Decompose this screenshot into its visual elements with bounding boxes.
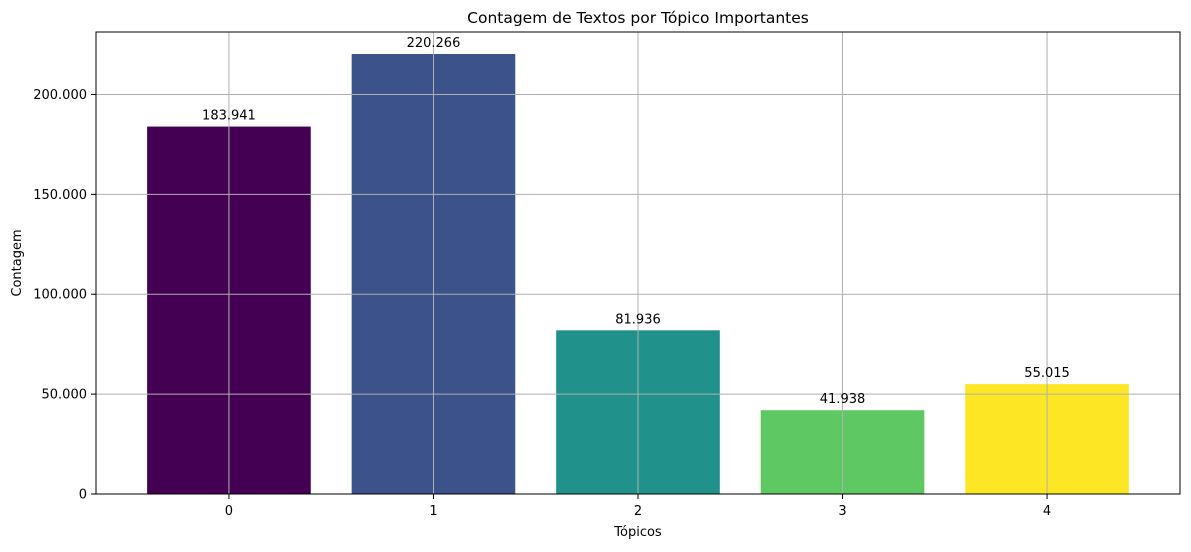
x-tick-label: 0 [225,504,233,519]
bar-value-label: 220.266 [407,36,461,51]
x-axis-label: Tópicos [613,525,662,540]
bar-value-label: 55.015 [1024,366,1070,381]
y-tick-label: 0 [79,488,87,503]
y-tick-label: 100.000 [33,288,87,303]
bar-value-label: 81.936 [615,312,661,327]
y-tick-label: 50.000 [42,388,88,403]
bar-value-label: 183.941 [202,109,256,124]
y-axis-label: Contagem [10,229,25,296]
chart-title: Contagem de Textos por Tópico Importante… [467,9,809,27]
x-tick-label: 1 [429,504,437,519]
x-tick-label: 4 [1043,504,1051,519]
bar-value-label: 41.938 [820,392,866,407]
bar-value-labels: 183.941 220.266 81.936 41.938 55.015 [202,36,1070,407]
y-tick-label: 200.000 [33,88,87,103]
x-tick-label: 2 [634,504,642,519]
y-tick-label: 150.000 [33,188,87,203]
axis-ticks: 0 1 2 3 4 0 50.000 100.000 150.000 200.000 [33,88,1051,519]
x-tick-label: 3 [838,504,846,519]
